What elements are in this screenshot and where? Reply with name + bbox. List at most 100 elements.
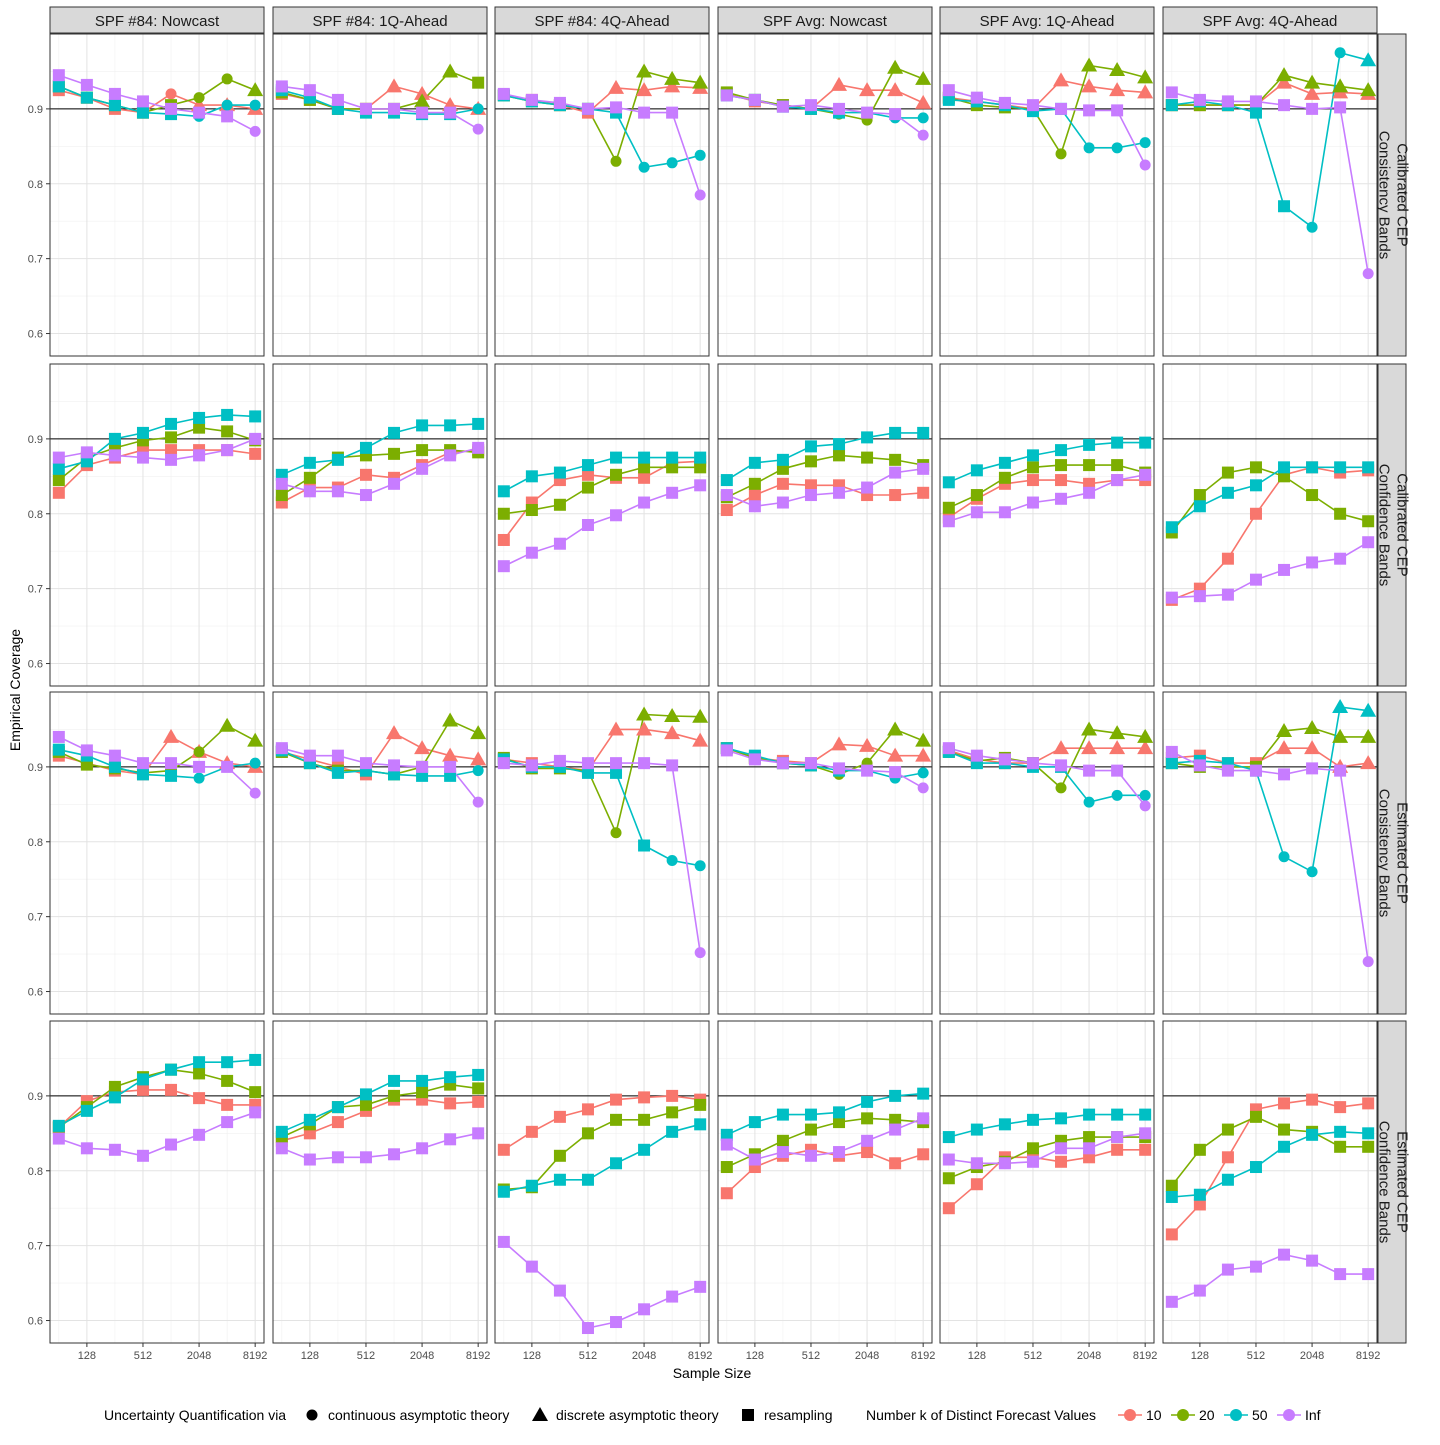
data-point-k-Inf xyxy=(525,759,538,772)
data-point-k-Inf xyxy=(525,546,538,559)
panel-border xyxy=(494,363,710,687)
data-point-k-10 xyxy=(414,85,431,100)
data-point-k-50 xyxy=(1249,1161,1262,1174)
data-point-k-20 xyxy=(970,489,983,502)
legend-color-label: 10 xyxy=(1146,1407,1162,1423)
data-point-k-10 xyxy=(472,1095,485,1108)
panel-border xyxy=(939,691,1155,1015)
data-point-k-Inf xyxy=(694,947,706,959)
data-point-k-Inf xyxy=(1055,492,1068,505)
data-point-k-Inf xyxy=(1362,268,1374,280)
data-point-k-Inf xyxy=(970,749,983,762)
data-point-k-50 xyxy=(666,451,679,464)
series-group xyxy=(942,721,1154,812)
data-point-k-20 xyxy=(664,707,681,722)
data-point-k-Inf xyxy=(833,486,846,499)
data-point-k-20 xyxy=(776,1134,789,1147)
data-point-k-50 xyxy=(1026,449,1039,462)
data-point-k-10 xyxy=(1334,1101,1347,1114)
data-point-k-20 xyxy=(889,453,902,466)
data-point-k-20 xyxy=(1360,728,1377,743)
data-point-k-Inf xyxy=(108,449,121,462)
data-point-k-Inf xyxy=(861,481,874,494)
facet-column-label: SPF Avg: 1Q-Ahead xyxy=(980,13,1115,30)
y-tick-label: 0.6 xyxy=(28,329,43,341)
data-point-k-20 xyxy=(1306,489,1319,502)
data-point-k-Inf xyxy=(1083,764,1096,777)
data-point-k-Inf xyxy=(275,1142,288,1155)
data-point-k-50 xyxy=(553,1173,566,1186)
data-point-k-20 xyxy=(636,706,653,721)
data-point-k-Inf xyxy=(748,500,761,513)
data-point-k-50 xyxy=(998,456,1011,469)
data-point-k-50 xyxy=(1111,1108,1124,1121)
data-point-k-Inf xyxy=(221,1116,234,1129)
data-point-k-20 xyxy=(1193,1143,1206,1156)
x-tick-label: 512 xyxy=(579,1350,597,1362)
data-point-k-20 xyxy=(666,1106,679,1119)
data-point-k-20 xyxy=(442,63,459,78)
data-point-k-50 xyxy=(970,464,983,477)
data-point-k-10 xyxy=(1221,1151,1234,1164)
data-point-k-50 xyxy=(666,157,678,169)
data-point-k-Inf xyxy=(1026,1155,1039,1168)
data-point-k-20 xyxy=(666,461,679,474)
data-point-k-10 xyxy=(666,1089,679,1102)
data-point-k-Inf xyxy=(998,506,1011,519)
data-point-k-Inf xyxy=(1165,591,1178,604)
data-point-k-Inf xyxy=(804,1149,817,1162)
data-point-k-Inf xyxy=(249,432,262,445)
data-point-k-10 xyxy=(638,1091,651,1104)
data-point-k-20 xyxy=(1026,461,1039,474)
data-point-k-20 xyxy=(52,474,65,487)
data-point-k-Inf xyxy=(331,93,344,106)
data-point-k-Inf xyxy=(165,1138,178,1151)
data-point-k-Inf xyxy=(388,102,401,115)
data-point-k-20 xyxy=(1221,1123,1234,1136)
data-point-k-50 xyxy=(833,438,846,451)
data-point-k-10 xyxy=(608,721,625,736)
facet-column-strip xyxy=(939,6,1155,34)
data-point-k-50 xyxy=(1306,866,1318,878)
panel-border xyxy=(272,33,488,357)
data-point-k-10 xyxy=(193,1092,206,1105)
data-point-k-Inf xyxy=(998,1157,1011,1170)
panel-border xyxy=(49,691,265,1015)
x-tick-label: 8192 xyxy=(1133,1350,1157,1362)
data-point-k-20 xyxy=(525,504,538,517)
data-point-k-10 xyxy=(859,737,876,752)
data-point-k-10 xyxy=(331,1116,344,1129)
data-point-k-20 xyxy=(833,1116,846,1129)
data-point-k-50 xyxy=(581,766,594,779)
data-point-k-50 xyxy=(720,1128,733,1141)
data-point-k-20 xyxy=(1026,1142,1039,1155)
legend-shape-square-icon xyxy=(742,1409,754,1421)
panel-border xyxy=(1162,33,1378,357)
data-point-k-10 xyxy=(525,1125,538,1138)
data-point-k-50 xyxy=(638,1143,651,1156)
data-point-k-10 xyxy=(581,468,594,481)
data-point-k-50 xyxy=(388,1074,401,1087)
data-point-k-50 xyxy=(193,772,205,784)
data-point-k-50 xyxy=(221,99,233,111)
data-point-k-10 xyxy=(664,725,681,740)
series-group xyxy=(52,69,264,137)
legend-color-swatch-icon xyxy=(1177,1409,1189,1421)
data-point-k-Inf xyxy=(833,762,846,775)
data-point-k-Inf xyxy=(416,106,429,119)
data-point-k-Inf xyxy=(1334,1268,1347,1281)
data-point-k-50 xyxy=(80,1104,93,1117)
data-point-k-Inf xyxy=(108,87,121,100)
legend-color-label: Inf xyxy=(1305,1407,1321,1423)
data-point-k-20 xyxy=(1109,725,1126,740)
data-point-k-10 xyxy=(497,533,510,546)
data-point-k-50 xyxy=(525,470,538,483)
legend-shape-label: discrete asymptotic theory xyxy=(556,1407,719,1423)
series-group xyxy=(1165,698,1377,968)
data-point-k-50 xyxy=(748,456,761,469)
data-point-k-20 xyxy=(247,732,264,747)
facet-row-label-line: Consistency Bands xyxy=(1375,131,1392,259)
data-point-k-50 xyxy=(1055,1112,1068,1125)
data-point-k-Inf xyxy=(776,757,789,770)
